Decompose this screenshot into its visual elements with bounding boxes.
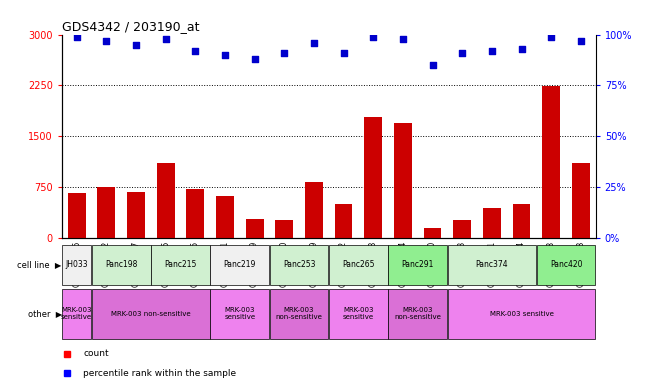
Bar xyxy=(210,245,269,285)
Bar xyxy=(62,289,91,339)
Bar xyxy=(270,289,329,339)
Text: MRK-003
non-sensitive: MRK-003 non-sensitive xyxy=(395,308,441,320)
Point xyxy=(309,40,319,46)
Point xyxy=(516,46,527,52)
Text: MRK-003 non-sensitive: MRK-003 non-sensitive xyxy=(111,311,191,317)
Bar xyxy=(186,189,204,238)
Bar xyxy=(210,289,269,339)
Text: Panc265: Panc265 xyxy=(342,260,375,270)
Text: MRK-003
non-sensitive: MRK-003 non-sensitive xyxy=(275,308,322,320)
Text: MRK-003
sensitive: MRK-003 sensitive xyxy=(61,308,92,320)
Bar xyxy=(335,204,352,238)
Text: Panc198: Panc198 xyxy=(105,260,137,270)
Point xyxy=(279,50,290,56)
Point xyxy=(398,36,408,42)
Bar xyxy=(329,289,388,339)
Bar xyxy=(542,86,560,238)
Bar xyxy=(245,219,264,238)
Bar xyxy=(394,123,412,238)
Bar xyxy=(275,220,293,238)
Bar xyxy=(305,182,323,238)
Text: MRK-003 sensitive: MRK-003 sensitive xyxy=(490,311,553,317)
Point xyxy=(72,33,82,40)
Bar xyxy=(483,207,501,238)
Text: Panc215: Panc215 xyxy=(164,260,197,270)
Bar xyxy=(68,193,85,238)
Bar xyxy=(127,192,145,238)
Bar xyxy=(365,118,382,238)
Bar xyxy=(92,245,150,285)
Text: MRK-003
sensitive: MRK-003 sensitive xyxy=(224,308,255,320)
Text: JH033: JH033 xyxy=(65,260,88,270)
Bar xyxy=(216,196,234,238)
Text: cell line  ▶: cell line ▶ xyxy=(18,260,62,270)
Point xyxy=(457,50,467,56)
Text: Panc219: Panc219 xyxy=(223,260,256,270)
Bar xyxy=(512,204,531,238)
Bar xyxy=(62,245,91,285)
Bar xyxy=(536,245,596,285)
Bar xyxy=(329,245,388,285)
Point xyxy=(190,48,201,54)
Point xyxy=(160,36,171,42)
Bar xyxy=(448,289,596,339)
Point xyxy=(368,33,378,40)
Point xyxy=(220,52,230,58)
Bar xyxy=(389,245,447,285)
Bar xyxy=(151,245,210,285)
Text: percentile rank within the sample: percentile rank within the sample xyxy=(83,369,236,378)
Point xyxy=(101,38,111,44)
Bar xyxy=(572,164,590,238)
Bar xyxy=(92,289,210,339)
Bar xyxy=(453,220,471,238)
Text: MRK-003
sensitive: MRK-003 sensitive xyxy=(343,308,374,320)
Bar xyxy=(448,245,536,285)
Bar xyxy=(424,228,441,238)
Text: Panc291: Panc291 xyxy=(402,260,434,270)
Point xyxy=(131,42,141,48)
Bar xyxy=(98,187,115,238)
Bar xyxy=(389,289,447,339)
Text: Panc420: Panc420 xyxy=(549,260,582,270)
Point xyxy=(575,38,586,44)
Text: GDS4342 / 203190_at: GDS4342 / 203190_at xyxy=(62,20,199,33)
Text: Panc253: Panc253 xyxy=(283,260,315,270)
Point xyxy=(487,48,497,54)
Point xyxy=(427,62,437,68)
Point xyxy=(546,33,557,40)
Text: Panc374: Panc374 xyxy=(475,260,508,270)
Point xyxy=(339,50,349,56)
Bar xyxy=(270,245,329,285)
Bar xyxy=(157,164,174,238)
Text: count: count xyxy=(83,349,109,358)
Text: other  ▶: other ▶ xyxy=(27,310,62,318)
Point xyxy=(249,56,260,62)
